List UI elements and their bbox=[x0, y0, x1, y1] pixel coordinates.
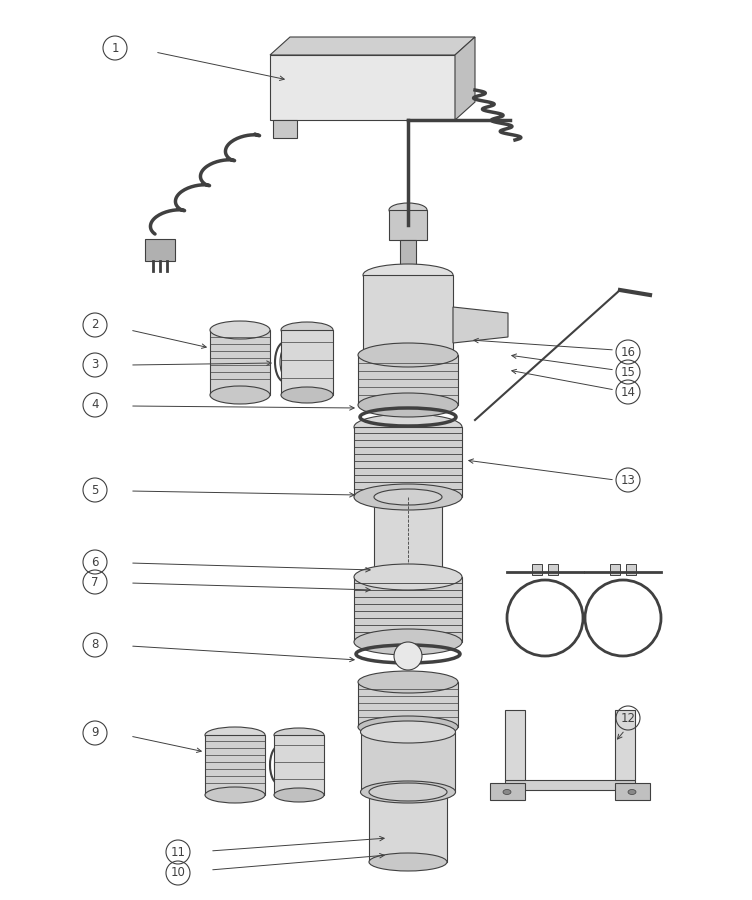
Text: 13: 13 bbox=[620, 473, 635, 487]
Text: 15: 15 bbox=[620, 365, 635, 379]
Polygon shape bbox=[400, 240, 416, 265]
Ellipse shape bbox=[389, 203, 427, 217]
Ellipse shape bbox=[281, 387, 333, 403]
Polygon shape bbox=[615, 783, 650, 800]
Polygon shape bbox=[145, 239, 175, 261]
Polygon shape bbox=[369, 792, 447, 862]
Polygon shape bbox=[490, 783, 525, 800]
Polygon shape bbox=[270, 37, 475, 55]
Polygon shape bbox=[205, 735, 265, 795]
Polygon shape bbox=[274, 735, 324, 795]
Ellipse shape bbox=[360, 721, 456, 743]
Ellipse shape bbox=[369, 783, 447, 801]
Text: 3: 3 bbox=[91, 358, 99, 372]
Polygon shape bbox=[358, 355, 458, 405]
Ellipse shape bbox=[358, 671, 458, 693]
Ellipse shape bbox=[354, 629, 462, 655]
Ellipse shape bbox=[358, 343, 458, 367]
Polygon shape bbox=[374, 497, 442, 577]
Text: 9: 9 bbox=[91, 726, 99, 740]
Ellipse shape bbox=[358, 716, 458, 738]
Ellipse shape bbox=[281, 322, 333, 338]
Polygon shape bbox=[358, 682, 458, 727]
Text: 16: 16 bbox=[620, 346, 635, 358]
Ellipse shape bbox=[374, 489, 442, 505]
Ellipse shape bbox=[274, 728, 324, 742]
Text: 14: 14 bbox=[620, 385, 635, 399]
Text: 8: 8 bbox=[91, 638, 99, 652]
Ellipse shape bbox=[205, 727, 265, 743]
Ellipse shape bbox=[354, 564, 462, 590]
Polygon shape bbox=[610, 564, 620, 575]
Ellipse shape bbox=[274, 788, 324, 802]
Text: 6: 6 bbox=[91, 555, 99, 569]
Polygon shape bbox=[615, 710, 635, 780]
Ellipse shape bbox=[210, 386, 270, 404]
Ellipse shape bbox=[503, 789, 511, 795]
Text: 11: 11 bbox=[171, 845, 186, 859]
Ellipse shape bbox=[369, 853, 447, 871]
Text: 2: 2 bbox=[91, 319, 99, 331]
Text: 4: 4 bbox=[91, 399, 99, 411]
Ellipse shape bbox=[363, 264, 453, 286]
Polygon shape bbox=[281, 330, 333, 395]
Polygon shape bbox=[354, 427, 462, 497]
Text: 12: 12 bbox=[620, 712, 635, 724]
Polygon shape bbox=[626, 564, 636, 575]
Text: 10: 10 bbox=[171, 867, 186, 879]
Circle shape bbox=[394, 642, 422, 670]
Polygon shape bbox=[548, 564, 558, 575]
Text: 1: 1 bbox=[111, 41, 119, 55]
Ellipse shape bbox=[354, 414, 462, 440]
Text: 7: 7 bbox=[91, 575, 99, 589]
Polygon shape bbox=[505, 710, 525, 780]
Polygon shape bbox=[453, 307, 508, 343]
Ellipse shape bbox=[358, 393, 458, 417]
Polygon shape bbox=[354, 577, 462, 642]
Ellipse shape bbox=[360, 781, 456, 803]
Ellipse shape bbox=[210, 321, 270, 339]
Polygon shape bbox=[361, 732, 455, 792]
Ellipse shape bbox=[628, 789, 636, 795]
Polygon shape bbox=[532, 564, 542, 575]
Polygon shape bbox=[210, 330, 270, 395]
Ellipse shape bbox=[363, 344, 453, 366]
Text: 5: 5 bbox=[91, 483, 99, 497]
Polygon shape bbox=[273, 120, 297, 138]
Polygon shape bbox=[455, 37, 475, 120]
Ellipse shape bbox=[354, 484, 462, 510]
Polygon shape bbox=[505, 780, 635, 790]
Polygon shape bbox=[389, 210, 427, 240]
Polygon shape bbox=[363, 275, 453, 355]
Ellipse shape bbox=[205, 787, 265, 803]
Polygon shape bbox=[270, 55, 455, 120]
